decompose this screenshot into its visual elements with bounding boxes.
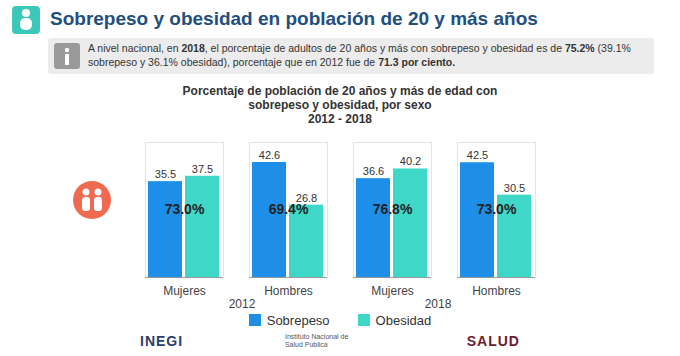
html-text:2012: 2012 bbox=[228, 297, 256, 311]
svg-text:69.4%: 69.4% bbox=[269, 201, 309, 217]
html-text:Instituto Nacional de Salud Pú: Instituto Nacional de Salud Pública bbox=[284, 333, 349, 348]
svg-text:Mujeres: Mujeres bbox=[371, 284, 414, 298]
svg-text:73.0%: 73.0% bbox=[477, 201, 517, 217]
html-text:2018: 2018 bbox=[424, 297, 452, 311]
svg-text:40.2: 40.2 bbox=[400, 155, 421, 167]
svg-text:Hombres: Hombres bbox=[264, 284, 313, 298]
svg-text:37.5: 37.5 bbox=[192, 163, 213, 175]
svg-text:42.6: 42.6 bbox=[259, 149, 280, 161]
svg-text:Hombres: Hombres bbox=[472, 284, 521, 298]
svg-text:73.0%: 73.0% bbox=[165, 201, 205, 217]
html-text:Porcentaje de población de 20: Porcentaje de población de 20 años y más… bbox=[182, 84, 498, 112]
svg-text:Mujeres: Mujeres bbox=[163, 284, 206, 298]
html-text:Sobrepeso: Sobrepeso bbox=[266, 313, 330, 328]
html-text:SALUD: SALUD bbox=[466, 333, 520, 349]
html-text:Sobrepeso y obesidad en poblac: Sobrepeso y obesidad en población de 20 … bbox=[50, 8, 538, 29]
html-text:2012 - 2018: 2012 - 2018 bbox=[308, 112, 372, 126]
svg-text:76.8%: 76.8% bbox=[373, 201, 413, 217]
html-text:A nivel nacional, en 2018, el: A nivel nacional, en 2018, el porcentaje… bbox=[88, 42, 631, 68]
html-text:Obesidad: Obesidad bbox=[375, 313, 432, 328]
html-text:INEGI: INEGI bbox=[140, 333, 184, 349]
svg-text:35.5: 35.5 bbox=[155, 168, 176, 180]
svg-text:36.6: 36.6 bbox=[363, 165, 384, 177]
svg-text:30.5: 30.5 bbox=[504, 182, 525, 194]
svg-text:26.8: 26.8 bbox=[295, 191, 318, 204]
svg-text:42.5: 42.5 bbox=[467, 149, 488, 161]
